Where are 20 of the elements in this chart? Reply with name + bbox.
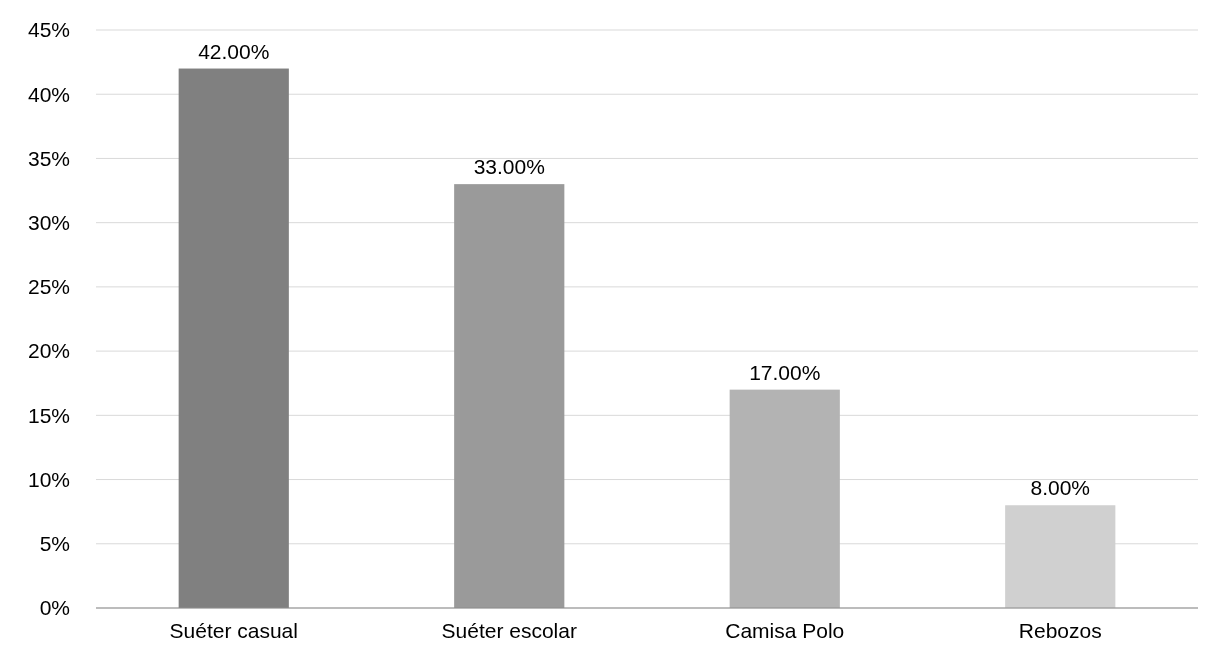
data-label: 33.00% <box>473 155 545 179</box>
data-label: 42.00% <box>198 39 270 63</box>
bar <box>729 389 840 608</box>
y-tick-label: 25% <box>27 275 70 299</box>
y-tick-label: 10% <box>27 467 70 491</box>
x-tick-label: Suéter casual <box>169 619 298 642</box>
y-tick-label: 40% <box>27 82 70 106</box>
y-tick-label: 20% <box>27 339 70 363</box>
y-tick-label: 35% <box>27 146 70 170</box>
data-label: 8.00% <box>1030 476 1091 500</box>
y-tick-label: 45% <box>27 18 70 42</box>
y-tick-label: 5% <box>39 532 70 556</box>
x-tick-label: Rebozos <box>1018 619 1102 642</box>
data-label: 17.00% <box>749 360 821 384</box>
x-tick-label: Suéter escolar <box>441 619 577 642</box>
bar <box>454 184 565 608</box>
y-tick-label: 30% <box>27 211 70 235</box>
y-tick-label: 0% <box>39 596 70 620</box>
y-tick-label: 15% <box>27 403 70 427</box>
x-tick-label: Camisa Polo <box>725 619 845 642</box>
